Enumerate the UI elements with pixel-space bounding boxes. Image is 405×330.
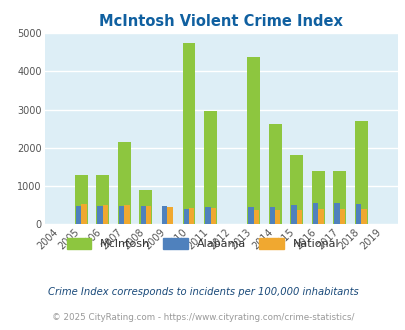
Bar: [188, 208, 194, 224]
Bar: [339, 209, 344, 224]
Bar: [275, 210, 280, 224]
Bar: [97, 206, 102, 224]
Bar: [312, 203, 318, 224]
Bar: [253, 210, 258, 224]
Bar: [96, 175, 109, 224]
Bar: [290, 155, 303, 224]
Bar: [210, 208, 215, 224]
Bar: [145, 206, 151, 224]
Bar: [318, 210, 323, 224]
Bar: [182, 43, 195, 224]
Bar: [117, 142, 130, 224]
Bar: [162, 206, 167, 224]
Bar: [247, 57, 259, 224]
Bar: [268, 124, 281, 224]
Bar: [167, 207, 173, 224]
Bar: [269, 207, 275, 224]
Bar: [296, 210, 301, 224]
Bar: [140, 206, 145, 224]
Bar: [355, 204, 360, 224]
Bar: [139, 190, 152, 224]
Bar: [81, 205, 86, 224]
Bar: [334, 203, 339, 224]
Bar: [204, 112, 216, 224]
Bar: [247, 207, 253, 224]
Bar: [333, 171, 345, 224]
Bar: [75, 175, 87, 224]
Legend: McIntosh, Alabama, National: McIntosh, Alabama, National: [66, 238, 339, 249]
Bar: [290, 205, 296, 224]
Bar: [183, 209, 188, 224]
Bar: [102, 205, 108, 224]
Bar: [119, 206, 124, 224]
Bar: [311, 171, 324, 224]
Bar: [76, 206, 81, 224]
Text: Crime Index corresponds to incidents per 100,000 inhabitants: Crime Index corresponds to incidents per…: [47, 287, 358, 297]
Text: © 2025 CityRating.com - https://www.cityrating.com/crime-statistics/: © 2025 CityRating.com - https://www.city…: [51, 313, 354, 322]
Bar: [205, 207, 210, 224]
Bar: [124, 205, 130, 224]
Title: McIntosh Violent Crime Index: McIntosh Violent Crime Index: [99, 14, 342, 29]
Bar: [354, 121, 367, 224]
Bar: [360, 210, 366, 224]
